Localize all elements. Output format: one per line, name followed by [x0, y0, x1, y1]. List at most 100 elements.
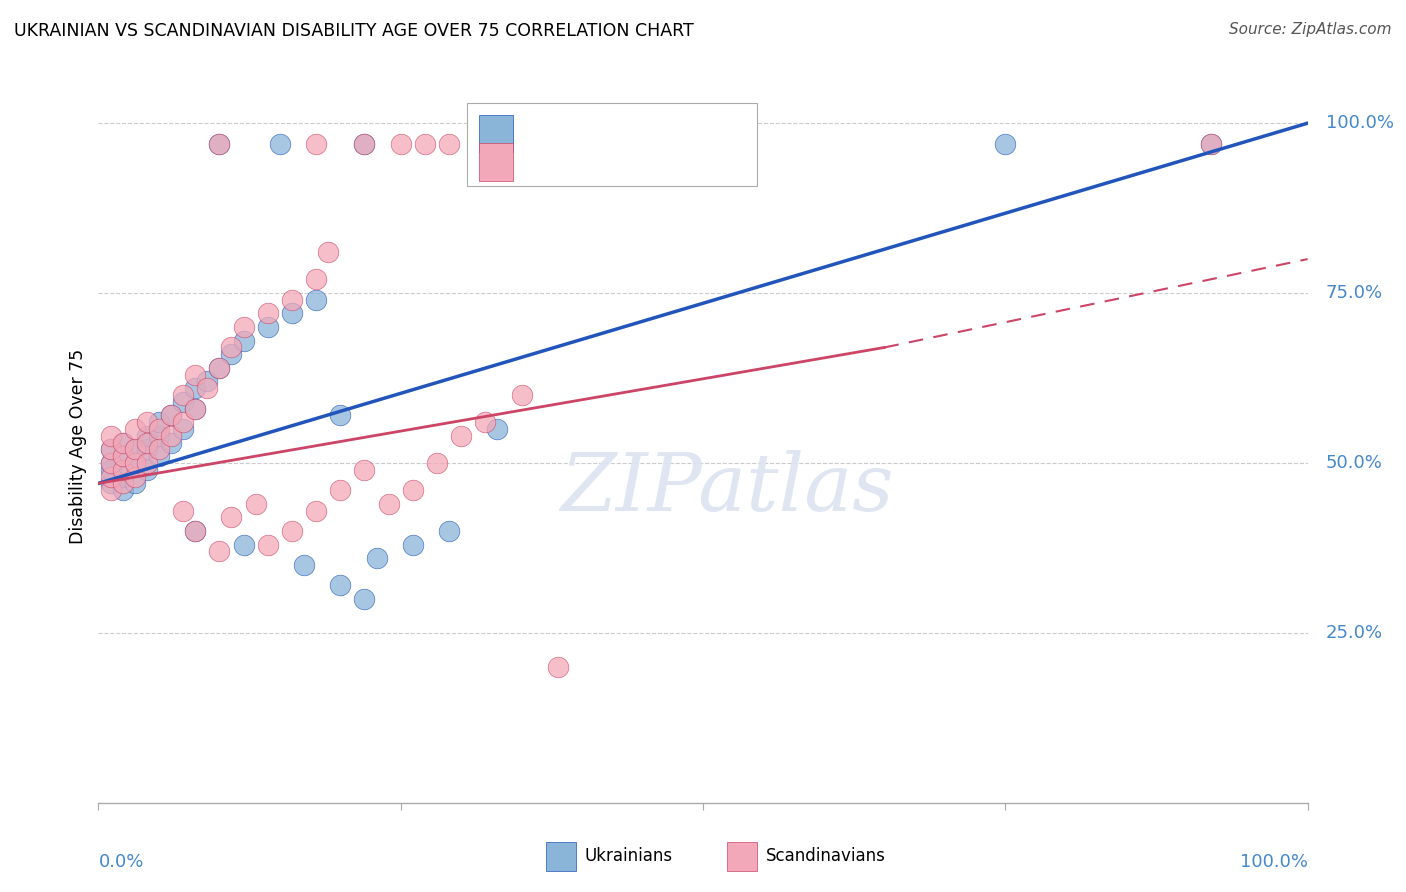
Point: [208, 136, 231, 151]
Point: [195, 375, 218, 389]
Point: [160, 435, 183, 450]
Point: [1199, 136, 1222, 151]
Point: [100, 456, 122, 470]
Text: 0.0%: 0.0%: [98, 853, 143, 871]
Point: [172, 503, 194, 517]
Point: [256, 320, 278, 334]
FancyBboxPatch shape: [479, 144, 513, 180]
Point: [366, 551, 388, 566]
Text: UKRAINIAN VS SCANDINAVIAN DISABILITY AGE OVER 75 CORRELATION CHART: UKRAINIAN VS SCANDINAVIAN DISABILITY AGE…: [14, 22, 693, 40]
Point: [305, 503, 328, 517]
Text: 100.0%: 100.0%: [1326, 114, 1393, 132]
Point: [135, 456, 157, 470]
Point: [100, 483, 122, 498]
Point: [474, 136, 496, 151]
Point: [184, 524, 207, 538]
Point: [111, 449, 134, 463]
Point: [353, 591, 375, 606]
Text: Source: ZipAtlas.com: Source: ZipAtlas.com: [1229, 22, 1392, 37]
Point: [124, 456, 146, 470]
Point: [221, 341, 243, 355]
Point: [100, 476, 122, 491]
Point: [281, 306, 304, 320]
Point: [208, 136, 231, 151]
Point: [305, 293, 328, 307]
Text: 75.0%: 75.0%: [1326, 284, 1384, 302]
Point: [402, 483, 425, 498]
Point: [377, 497, 399, 511]
Point: [111, 435, 134, 450]
Point: [148, 442, 170, 457]
Point: [281, 524, 304, 538]
Point: [172, 422, 194, 436]
Point: [486, 422, 509, 436]
Point: [100, 469, 122, 483]
Text: N = 46: N = 46: [655, 123, 723, 141]
Point: [124, 469, 146, 483]
Point: [100, 442, 122, 457]
Point: [353, 136, 375, 151]
Point: [221, 347, 243, 361]
Text: R = 0.374: R = 0.374: [526, 152, 616, 169]
Point: [292, 558, 315, 572]
Point: [124, 442, 146, 457]
Point: [232, 537, 254, 551]
Point: [281, 293, 304, 307]
Text: 50.0%: 50.0%: [1326, 454, 1382, 472]
Point: [413, 136, 436, 151]
Point: [389, 136, 412, 151]
Point: [534, 136, 557, 151]
Point: [135, 442, 157, 457]
Point: [245, 497, 267, 511]
Point: [111, 469, 134, 483]
Point: [135, 435, 157, 450]
Point: [329, 483, 352, 498]
Point: [353, 463, 375, 477]
Point: [135, 429, 157, 443]
Point: [160, 409, 183, 423]
Point: [184, 381, 207, 395]
Point: [353, 136, 375, 151]
Y-axis label: Disability Age Over 75: Disability Age Over 75: [69, 349, 87, 543]
Point: [305, 136, 328, 151]
Point: [523, 136, 546, 151]
Point: [232, 320, 254, 334]
Point: [221, 510, 243, 524]
Point: [329, 578, 352, 592]
Point: [208, 360, 231, 375]
Point: [256, 306, 278, 320]
Text: 25.0%: 25.0%: [1326, 624, 1384, 642]
Point: [172, 388, 194, 402]
Point: [111, 435, 134, 450]
Point: [100, 456, 122, 470]
Point: [474, 415, 496, 429]
FancyBboxPatch shape: [546, 842, 576, 871]
Point: [172, 394, 194, 409]
Point: [100, 429, 122, 443]
Point: [111, 463, 134, 477]
Point: [1199, 136, 1222, 151]
Point: [426, 456, 449, 470]
Point: [135, 415, 157, 429]
Point: [305, 272, 328, 286]
Point: [100, 442, 122, 457]
Point: [437, 136, 460, 151]
Point: [256, 537, 278, 551]
Point: [148, 449, 170, 463]
Point: [111, 476, 134, 491]
Point: [160, 409, 183, 423]
Point: [195, 381, 218, 395]
Text: Scandinavians: Scandinavians: [766, 847, 886, 865]
FancyBboxPatch shape: [727, 842, 758, 871]
Point: [148, 429, 170, 443]
Point: [184, 401, 207, 416]
Point: [160, 429, 183, 443]
Point: [172, 415, 194, 429]
Point: [316, 245, 339, 260]
Point: [208, 544, 231, 558]
Point: [124, 476, 146, 491]
Point: [111, 449, 134, 463]
Text: Ukrainians: Ukrainians: [585, 847, 672, 865]
Point: [329, 409, 352, 423]
Point: [208, 360, 231, 375]
